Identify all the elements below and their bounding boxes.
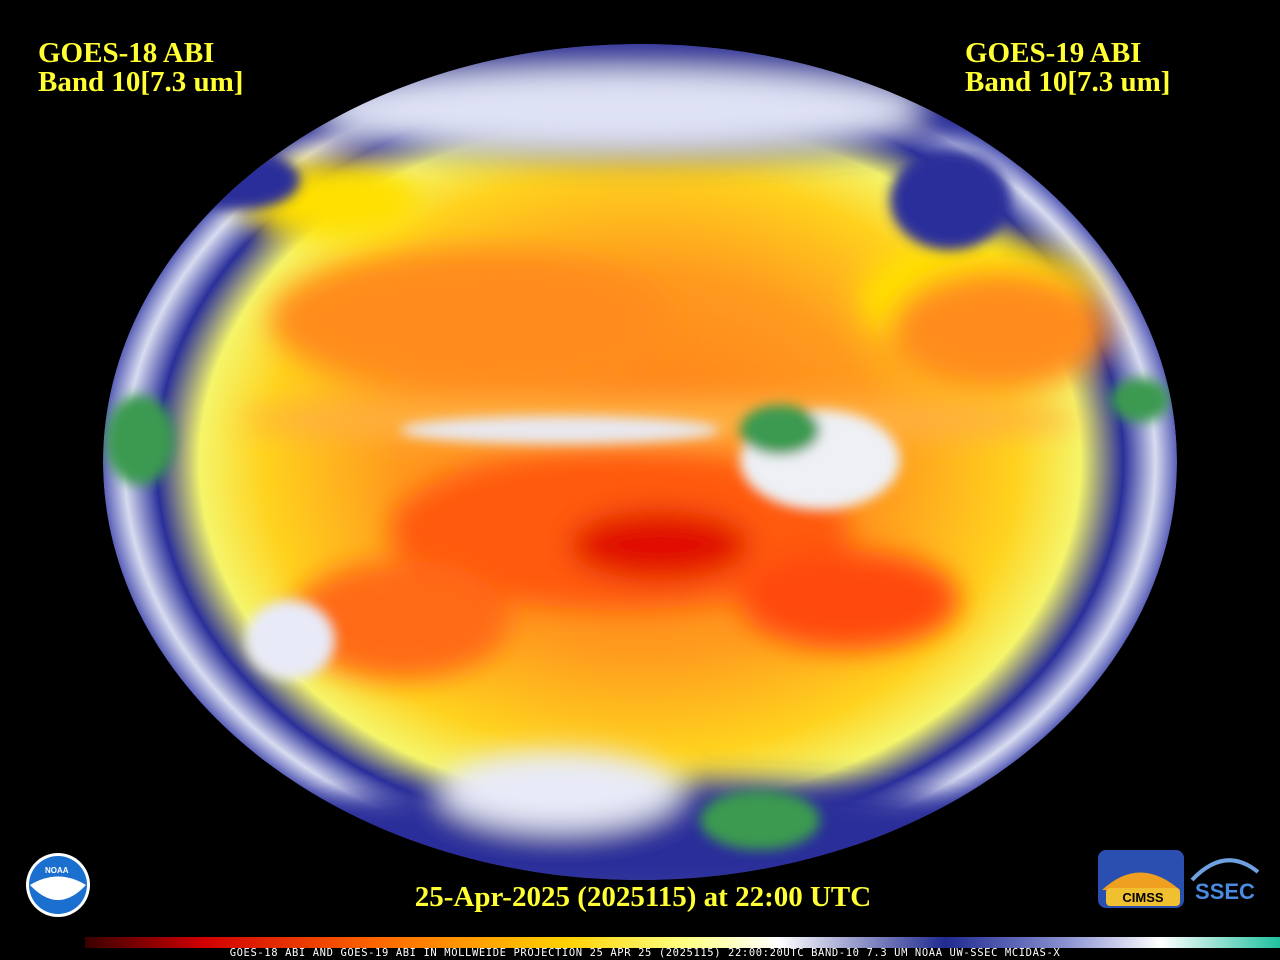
cimss-text: CIMSS (1122, 890, 1164, 905)
right-band: Band 10[7.3 um] (965, 66, 1170, 98)
ssec-logo: SSEC (1190, 858, 1260, 904)
right-satellite: GOES-19 ABI (965, 37, 1141, 69)
noaa-logo: NOAA (26, 853, 90, 917)
left-band: Band 10[7.3 um] (38, 66, 243, 98)
cimss-logo: CIMSS (1098, 850, 1184, 908)
ssec-text: SSEC (1195, 879, 1255, 904)
timestamp: 25-Apr-2025 (2025115) at 22:00 UTC (415, 881, 871, 913)
noaa-text: NOAA (45, 866, 69, 875)
footer-caption: GOES-18 ABI AND GOES-19 ABI IN MOLLWEIDE… (230, 947, 1061, 959)
left-satellite: GOES-18 ABI (38, 37, 214, 69)
color-bar (85, 937, 1280, 948)
